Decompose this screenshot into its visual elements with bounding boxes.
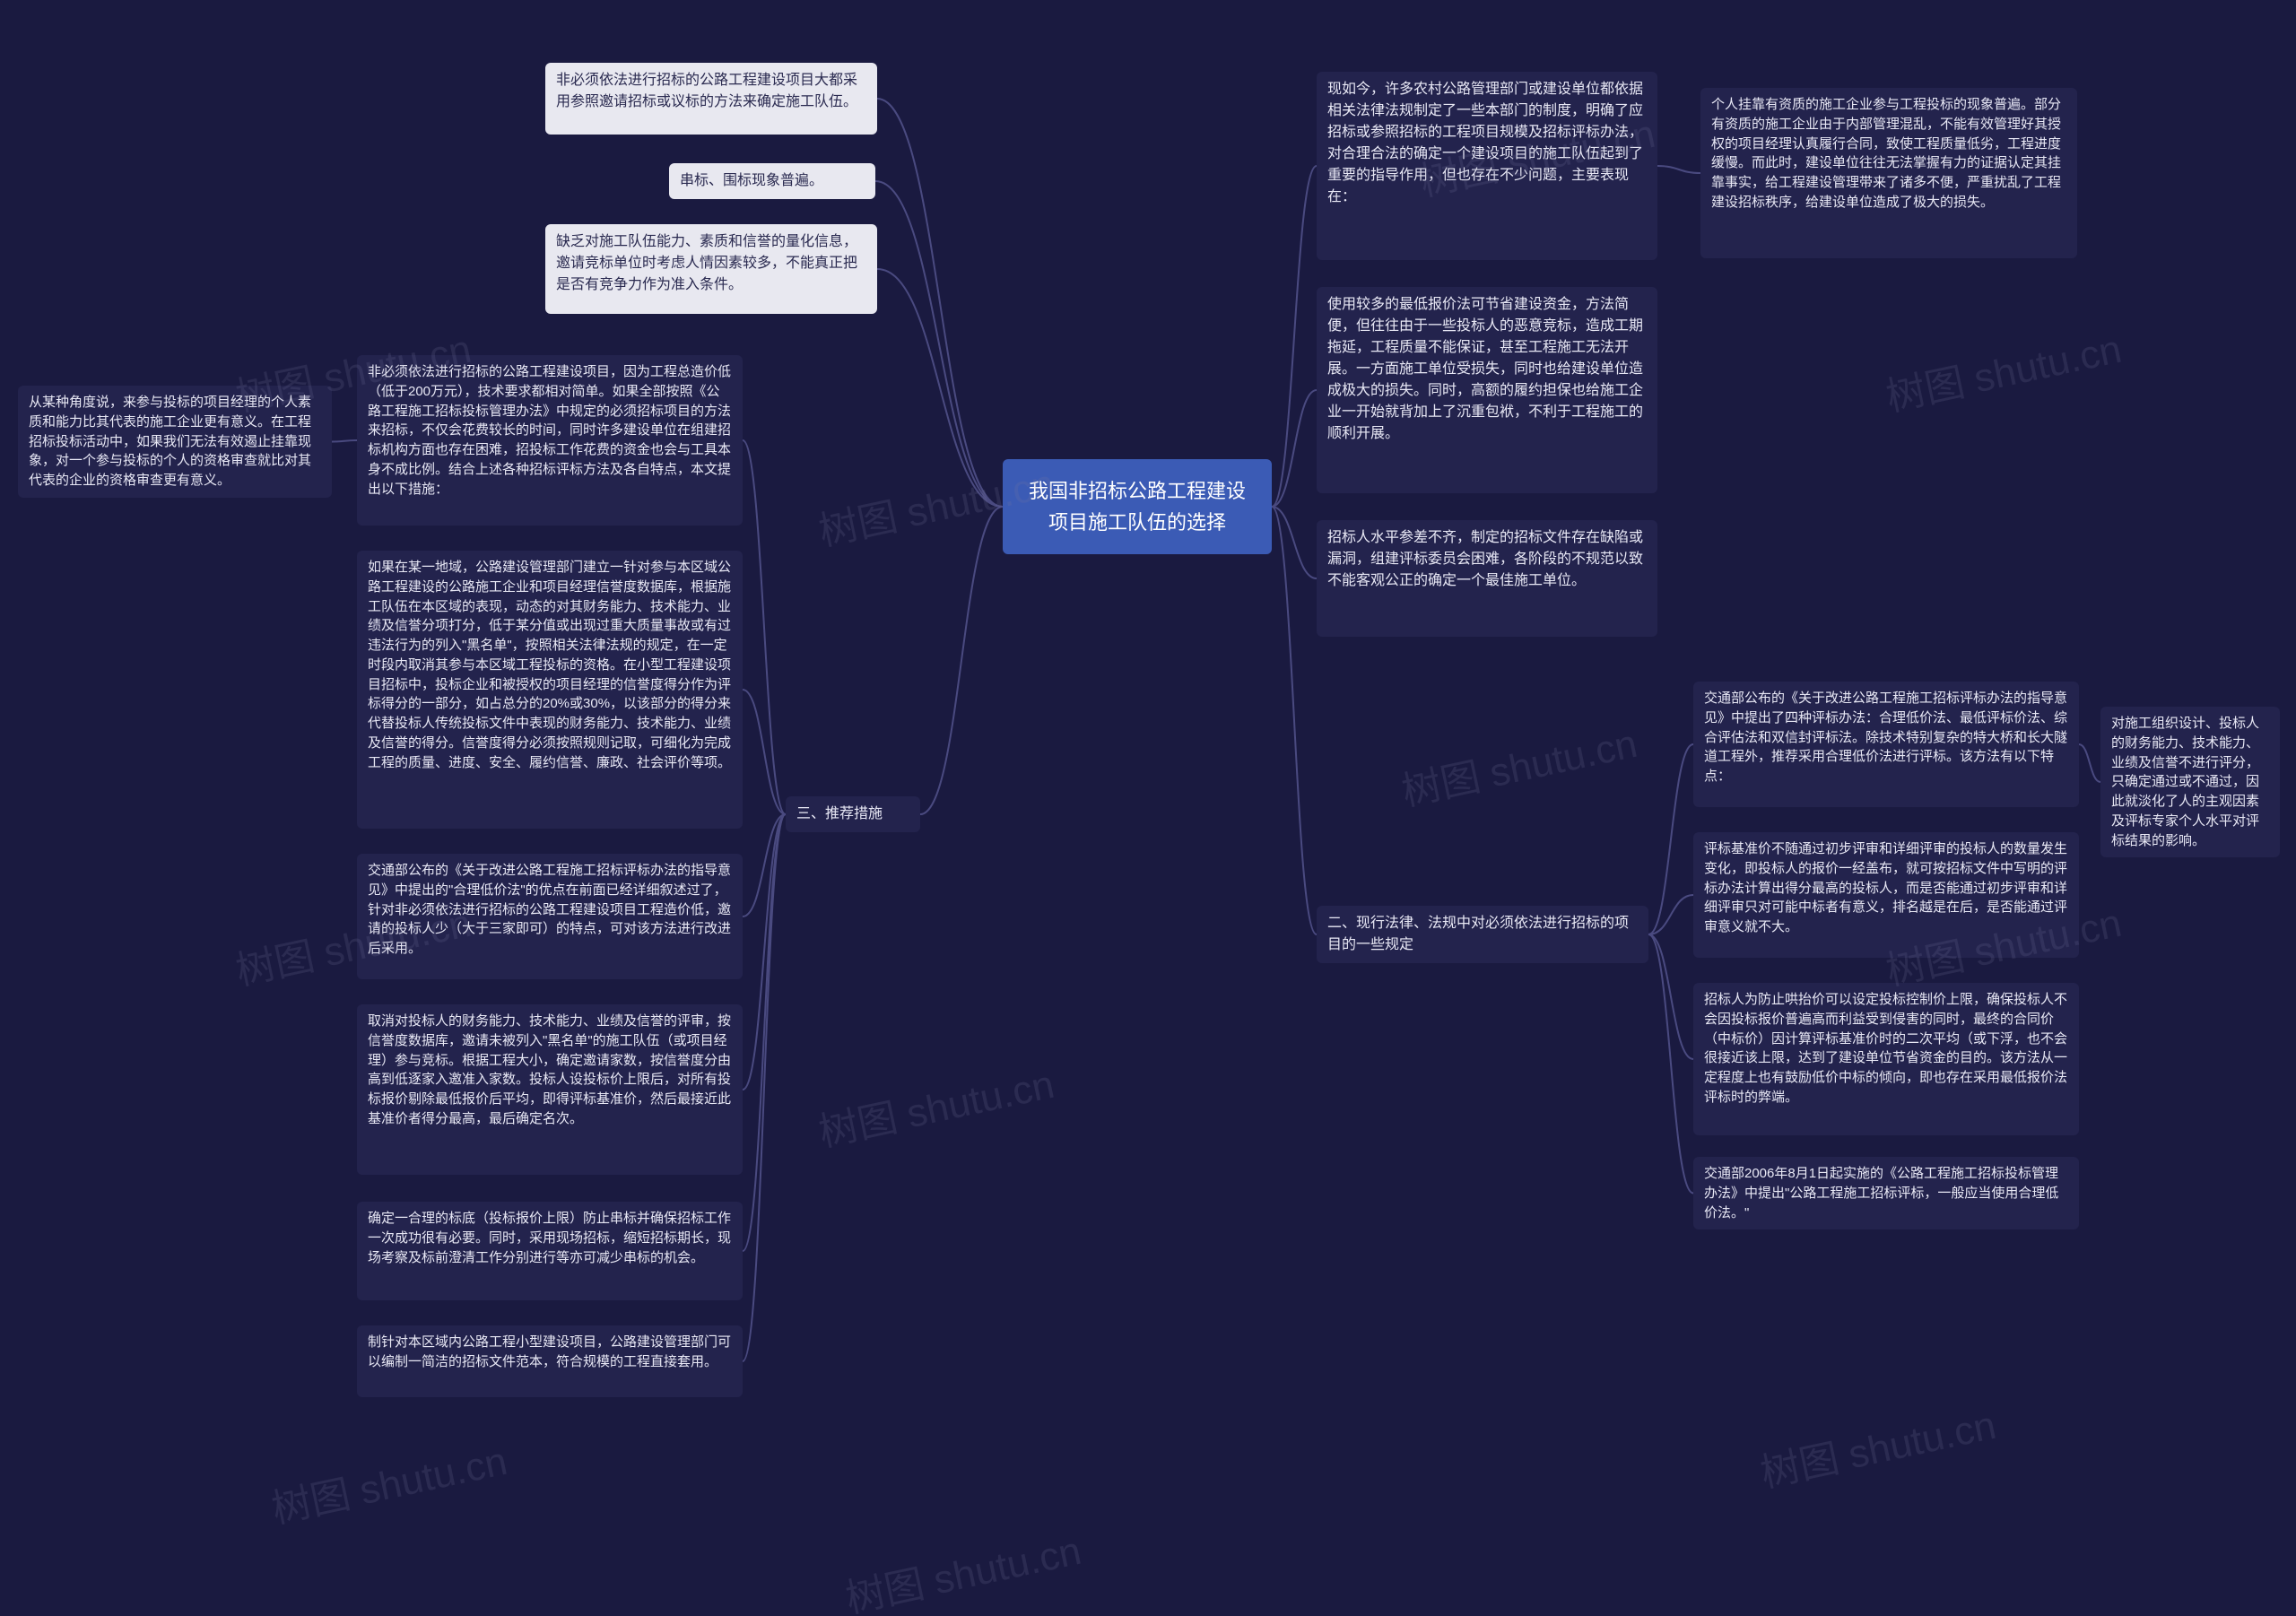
node-r3: 招标人水平参差不齐，制定的招标文件存在缺陷或漏洞，组建评标委员会困难，各阶段的不…: [1317, 520, 1657, 637]
node-r4a1: 对施工组织设计、投标人的财务能力、技术能力、业绩及信誉不进行评分，只确定通过或不…: [2100, 707, 2280, 857]
node-root: 我国非招标公路工程建设项目施工队伍的选择: [1003, 459, 1272, 554]
watermark: 树图 shutu.cn: [813, 1052, 1058, 1158]
node-r4b: 评标基准价不随通过初步评审和详细评审的投标人的数量发生变化，即投标人的报价一经盖…: [1693, 832, 2079, 958]
watermark: 树图 shutu.cn: [1754, 1393, 2000, 1499]
node-r2: 使用较多的最低报价法可节省建设资金，方法简便，但往往由于一些投标人的恶意竞标，造…: [1317, 287, 1657, 493]
node-lB5: 确定一合理的标底（投标报价上限）防止串标并确保招标工作一次成功很有必要。同时，采…: [357, 1202, 743, 1300]
watermark: 树图 shutu.cn: [1396, 711, 1641, 817]
node-lB6: 制针对本区域内公路工程小型建设项目，公路建设管理部门可以编制一简洁的招标文件范本…: [357, 1325, 743, 1397]
node-lB2: 如果在某一地域，公路建设管理部门建立一针对参与本区域公路工程建设的公路施工企业和…: [357, 551, 743, 829]
node-r1: 现如今，许多农村公路管理部门或建设单位都依据相关法律法规制定了一些本部门的制度，…: [1317, 72, 1657, 260]
node-lB: 三、推荐措施: [786, 796, 920, 832]
node-lB1: 非必须依法进行招标的公路工程建设项目，因为工程总造价低（低于200万元），技术要…: [357, 355, 743, 526]
node-r1a: 个人挂靠有资质的施工企业参与工程投标的现象普遍。部分有资质的施工企业由于内部管理…: [1700, 88, 2077, 258]
node-r4d: 交通部2006年8月1日起实施的《公路工程施工招标投标管理办法》中提出"公路工程…: [1693, 1157, 2079, 1229]
node-lB3: 交通部公布的《关于改进公路工程施工招标评标办法的指导意见》中提出的"合理低价法"…: [357, 854, 743, 979]
node-r4a: 交通部公布的《关于改进公路工程施工招标评标办法的指导意见》中提出了四种评标办法：…: [1693, 682, 2079, 807]
node-r4: 二、现行法律、法规中对必须依法进行招标的项目的一些规定: [1317, 906, 1648, 963]
node-lt1: 非必须依法进行招标的公路工程建设项目大都采用参照邀请招标或议标的方法来确定施工队…: [545, 63, 877, 135]
node-lB1a: 从某种角度说，来参与投标的项目经理的个人素质和能力比其代表的施工企业更有意义。在…: [18, 386, 332, 498]
watermark: 树图 shutu.cn: [839, 1518, 1085, 1616]
node-lt3: 缺乏对施工队伍能力、素质和信誉的量化信息，邀请竞标单位时考虑人情因素较多，不能真…: [545, 224, 877, 314]
node-lB4: 取消对投标人的财务能力、技术能力、业绩及信誉的评审，按信誉度数据库，邀请未被列入…: [357, 1004, 743, 1175]
node-r4c: 招标人为防止哄抬价可以设定投标控制价上限，确保投标人不会因投标报价普遍高而利益受…: [1693, 983, 2079, 1135]
node-lt2: 串标、围标现象普遍。: [669, 163, 875, 199]
watermark: 树图 shutu.cn: [1880, 317, 2126, 422]
watermark: 树图 shutu.cn: [265, 1429, 511, 1534]
